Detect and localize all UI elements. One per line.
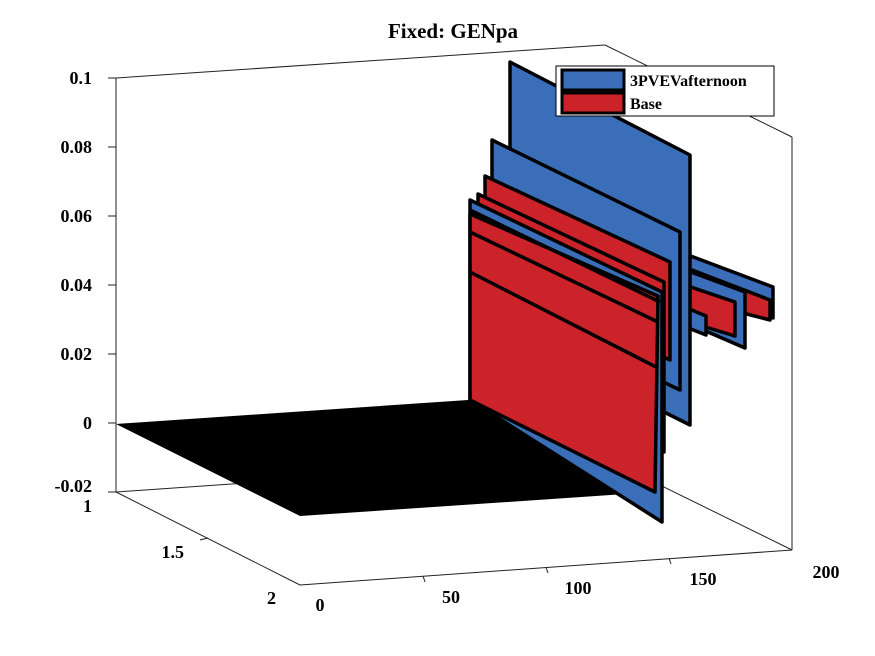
ribbon-series-2 bbox=[468, 212, 660, 494]
x-tick-labels: 0 50 100 150 200 bbox=[316, 562, 840, 615]
z-tick-label: 0.04 bbox=[61, 275, 93, 295]
ribbon-edge bbox=[469, 208, 661, 304]
y-tick-label: 2 bbox=[267, 588, 276, 608]
z-tick-labels: 0.1 0.08 0.06 0.04 0.02 0 -0.02 bbox=[55, 68, 93, 496]
legend-label-series-2: Base bbox=[630, 96, 662, 113]
x-tick-marks bbox=[422, 557, 672, 583]
y-tick-labels: 1 1.5 2 bbox=[83, 496, 276, 608]
legend-swatch-series-1 bbox=[560, 68, 626, 92]
chart-title: Fixed: GENpa bbox=[388, 19, 519, 43]
z-tick-label: -0.02 bbox=[55, 476, 93, 496]
y-tick-label: 1.5 bbox=[162, 542, 185, 562]
z-tick-marks bbox=[108, 77, 116, 493]
x-tick-label: 50 bbox=[442, 587, 460, 607]
z-tick-label: 0.08 bbox=[61, 137, 93, 157]
y-tick-marks bbox=[199, 537, 209, 541]
legend-swatch-series-2 bbox=[560, 91, 626, 115]
legend: 3PVEVafternoon Base bbox=[555, 65, 775, 117]
y-tick-label: 1 bbox=[83, 496, 92, 516]
z-tick-label: 0.02 bbox=[61, 344, 93, 364]
x-tick-label: 100 bbox=[565, 578, 592, 598]
x-tick-label: 200 bbox=[813, 562, 840, 582]
x-tick-label: 0 bbox=[316, 595, 325, 615]
x-tick-label: 150 bbox=[690, 569, 717, 589]
ribbons bbox=[468, 60, 775, 524]
ribbon-edge bbox=[469, 230, 659, 324]
ribbon-edge bbox=[469, 270, 659, 370]
z-tick-label: 0 bbox=[83, 413, 92, 433]
z-tick-label: 0.1 bbox=[70, 68, 93, 88]
z-tick-label: 0.06 bbox=[61, 206, 93, 226]
legend-label-series-1: 3PVEVafternoon bbox=[630, 73, 747, 90]
